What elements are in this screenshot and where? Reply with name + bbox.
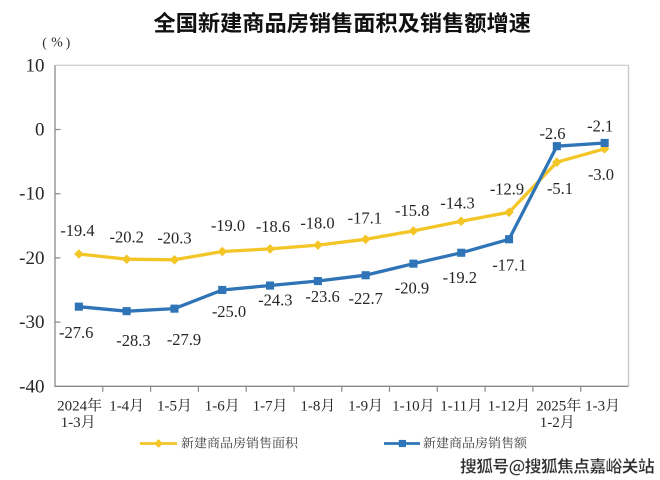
svg-text:-3.0: -3.0	[588, 165, 614, 184]
svg-text:1-9: 1-9	[348, 399, 368, 415]
svg-text:-15.8: -15.8	[395, 201, 429, 220]
svg-text:-20.2: -20.2	[110, 228, 144, 247]
svg-text:1-4: 1-4	[109, 399, 129, 415]
svg-text:-20: -20	[19, 248, 44, 269]
svg-text:-17.1: -17.1	[348, 208, 382, 227]
svg-text:-10: -10	[19, 184, 44, 205]
svg-text:-27.6: -27.6	[59, 323, 93, 342]
svg-text:-27.9: -27.9	[167, 330, 201, 349]
svg-text:-18.0: -18.0	[300, 213, 334, 232]
svg-text:-20.9: -20.9	[395, 278, 429, 297]
svg-text:-14.3: -14.3	[440, 193, 474, 212]
svg-text:-12.9: -12.9	[490, 180, 524, 199]
svg-text:-24.3: -24.3	[258, 291, 292, 310]
svg-text:-19.0: -19.0	[211, 216, 245, 235]
svg-text:-30: -30	[19, 312, 44, 333]
svg-text:-25.0: -25.0	[212, 302, 246, 321]
svg-text:1-7: 1-7	[253, 399, 273, 415]
svg-text:%: %	[51, 36, 63, 51]
svg-text:1-6: 1-6	[205, 399, 225, 415]
svg-text:-17.1: -17.1	[492, 256, 526, 275]
svg-text:1-5: 1-5	[157, 399, 177, 415]
svg-text:1-2: 1-2	[540, 415, 560, 431]
svg-text:): )	[66, 35, 71, 50]
svg-text:-19.4: -19.4	[60, 221, 94, 240]
svg-text:1-3: 1-3	[61, 415, 81, 431]
svg-text:-23.6: -23.6	[305, 287, 339, 306]
svg-text:-20.3: -20.3	[157, 229, 191, 248]
svg-text:-19.2: -19.2	[443, 268, 477, 287]
svg-text:1-11: 1-11	[440, 399, 467, 415]
svg-text:(: (	[42, 35, 47, 50]
svg-text:1-12: 1-12	[488, 399, 516, 415]
svg-text:0: 0	[35, 120, 45, 141]
svg-text:-18.6: -18.6	[256, 217, 290, 236]
svg-text:-2.1: -2.1	[587, 117, 613, 136]
svg-text:2024: 2024	[57, 399, 88, 415]
svg-text:-5.1: -5.1	[547, 179, 573, 198]
svg-text:1-8: 1-8	[300, 399, 320, 415]
svg-text:1-10: 1-10	[392, 399, 420, 415]
svg-text:-22.7: -22.7	[349, 289, 383, 308]
svg-text:-40: -40	[19, 376, 44, 397]
svg-text:1-3: 1-3	[585, 399, 605, 415]
svg-text:2025: 2025	[536, 399, 566, 415]
svg-text:-28.3: -28.3	[116, 331, 150, 350]
svg-text:10: 10	[26, 55, 45, 76]
svg-text:-2.6: -2.6	[539, 124, 565, 143]
